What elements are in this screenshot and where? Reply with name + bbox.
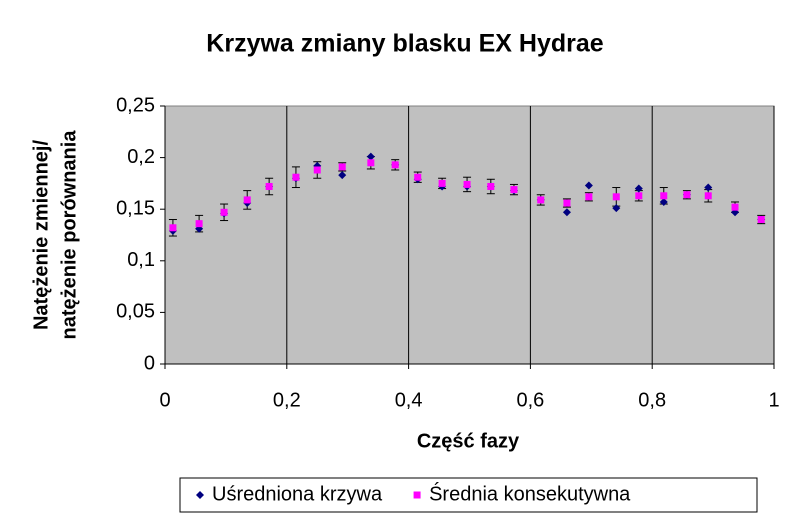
- data-point: [265, 182, 273, 190]
- data-point: [537, 196, 545, 204]
- data-point: [313, 166, 321, 174]
- data-point: [510, 186, 518, 194]
- data-point: [338, 163, 346, 171]
- data-point: [563, 199, 571, 207]
- legend-marker: [413, 491, 421, 499]
- x-tick-label: 0,8: [638, 389, 666, 411]
- data-point: [612, 204, 621, 213]
- data-point: [367, 159, 375, 167]
- y-tick-label: 0: [144, 352, 155, 374]
- data-point: [683, 191, 691, 199]
- legend-label: Uśredniona krzywa: [212, 483, 383, 505]
- data-point: [414, 173, 422, 181]
- data-point: [585, 193, 593, 201]
- data-point: [635, 192, 643, 200]
- data-point: [338, 171, 347, 180]
- data-point: [562, 208, 571, 217]
- legend: Uśredniona krzywa Średnia konsekutywna: [179, 477, 758, 513]
- legend-box: [179, 477, 758, 513]
- data-point: [634, 184, 643, 193]
- data-point: [584, 181, 593, 190]
- y-tick-label: 0,1: [127, 249, 155, 271]
- data-point: [438, 179, 446, 187]
- legend-label: Średnia konsekutywna: [429, 481, 631, 505]
- data-point: [292, 173, 300, 181]
- y-tick-label: 0,25: [116, 94, 155, 116]
- x-tick-label: 1: [768, 389, 779, 411]
- data-point: [169, 224, 177, 232]
- data-point: [243, 196, 251, 204]
- y-axis-label: Natężenie zmiennej/: [30, 140, 52, 331]
- y-tick-label: 0,05: [116, 301, 155, 323]
- data-point: [195, 220, 203, 228]
- data-point: [660, 192, 668, 200]
- chart-title: Krzywa zmiany blasku EX Hydrae: [206, 30, 603, 58]
- data-point: [391, 161, 399, 169]
- y-axis-label: natężenie porównania: [58, 130, 80, 340]
- data-point: [704, 183, 713, 192]
- marks: [168, 152, 766, 237]
- data-point: [757, 216, 765, 224]
- data-point: [487, 182, 495, 190]
- data-point: [463, 180, 471, 188]
- x-tick-label: 0,6: [516, 389, 544, 411]
- data-point: [220, 208, 228, 216]
- x-tick-label: 0,2: [273, 389, 301, 411]
- x-axis-label: Część fazy: [417, 430, 520, 452]
- x-tick-label: 0: [159, 389, 170, 411]
- data-point: [612, 193, 620, 201]
- y-tick-label: 0,2: [127, 146, 155, 168]
- legend-marker: [196, 491, 204, 499]
- plot-area: [164, 105, 775, 365]
- y-tick-label: 0,15: [116, 197, 155, 219]
- data-point: [659, 197, 668, 206]
- data-point: [704, 192, 712, 200]
- x-tick-label: 0,4: [395, 389, 423, 411]
- data-point: [366, 152, 375, 161]
- data-point: [731, 203, 739, 211]
